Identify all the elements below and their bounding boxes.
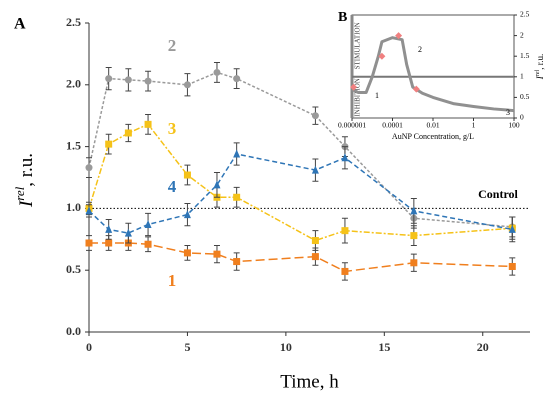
marker [124,228,132,237]
marker [311,112,319,120]
marker [350,83,358,91]
x-tick-label: 0 [86,340,92,354]
y-tick-label: 1.5 [66,138,81,152]
x-tick-label: 0.000001 [338,121,366,130]
marker [85,239,93,247]
y-title-main: I [16,199,37,208]
y2-tick-label: 1.5 [520,51,530,60]
x-tick-label: 0.01 [426,121,439,130]
y2-tick-label: 2.5 [520,10,530,19]
y-tick-label: 2.0 [66,77,81,91]
marker [508,262,516,270]
marker [233,149,241,158]
y-tick-label: 0.0 [66,324,81,338]
x-tick-label: 100 [508,121,520,130]
y-title-sup: rel [535,69,541,76]
annotation: 1 [375,91,379,100]
marker [341,227,349,235]
series-line [88,153,513,234]
marker [213,180,221,189]
x-axis-title: AuNP Concentration, g/L [392,132,474,141]
marker [508,224,516,233]
y-title-sup: rel [12,186,27,200]
x-tick-label: 5 [184,340,190,354]
marker [213,250,221,258]
marker [183,171,191,179]
marker [105,239,113,247]
y-tick-label: 0.5 [66,262,81,276]
reference-label: Control [478,187,518,201]
marker [311,237,319,245]
panel-label: A [14,16,26,33]
marker [183,81,191,89]
marker [183,249,191,257]
marker [341,153,349,162]
marker [85,164,93,172]
series-name: 3 [168,119,177,138]
series-name: 4 [168,177,177,196]
y-axis-title: Irel, r.u. [535,54,545,80]
x-axis-title: Time, h [280,371,339,392]
inset-background [351,14,515,119]
marker [105,75,113,83]
marker [144,219,152,228]
marker [412,85,420,93]
marker [105,140,113,148]
marker [144,77,152,85]
marker [233,75,241,83]
series-line [89,242,513,273]
marker [311,165,319,174]
y-tick-label: 2.5 [66,15,81,29]
series-name: 2 [168,36,177,55]
annotation: 3 [506,108,510,117]
series-name: 1 [168,271,177,290]
y-title-rest: , r.u. [535,54,545,70]
marker [213,68,221,76]
marker [341,267,349,275]
region-label: INHIBITION [354,78,362,117]
y-title-main: I [535,75,545,80]
panel-label: B [338,10,347,25]
marker [144,120,152,128]
y2-tick-label: 0 [520,113,524,122]
y2-tick-label: 0.5 [520,92,530,101]
marker [124,76,132,84]
x-tick-label: 1 [472,121,476,130]
x-tick-label: 15 [378,340,390,354]
annotation: 2 [418,45,422,54]
marker [144,240,152,248]
marker [105,224,113,233]
marker [183,210,191,219]
marker [85,206,93,215]
x-tick-label: 0.0001 [382,121,403,130]
marker [124,129,132,137]
marker [410,232,418,240]
y2-tick-label: 1 [520,72,524,81]
marker [233,258,241,266]
marker [410,206,418,215]
y2-tick-label: 2 [520,30,524,39]
y-tick-label: 1.0 [66,200,81,214]
region-label: STIMULATION [354,22,362,69]
marker [233,193,241,201]
series-line [351,36,515,113]
marker [378,52,386,60]
marker [311,253,319,261]
y-title-rest: , r.u. [16,153,37,187]
marker [395,32,403,40]
y-axis-title: Irel, r.u. [12,153,37,208]
x-tick-label: 20 [477,340,489,354]
marker [410,259,418,267]
x-tick-label: 10 [280,340,292,354]
